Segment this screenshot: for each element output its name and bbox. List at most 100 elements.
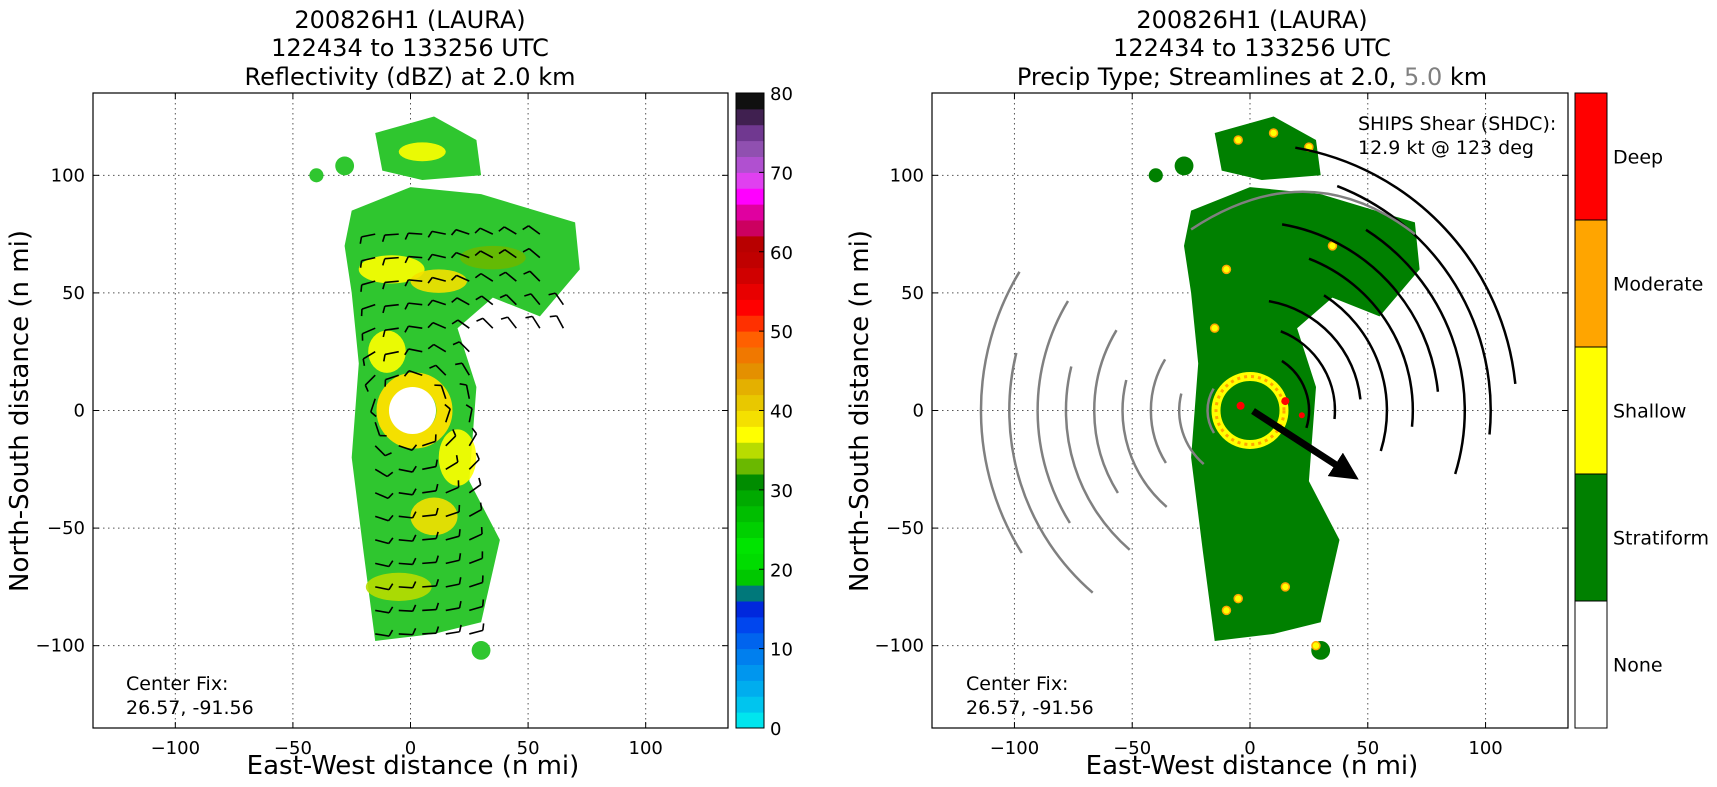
wind-barb [408,302,423,306]
left-ytick-label: −100 [36,636,85,657]
wind-barb [479,227,494,235]
wind-barb-feather [382,329,386,338]
wind-barb [530,293,541,306]
left-ytick-label: 100 [51,165,85,186]
wind-barb [384,280,399,284]
left-center-fix-value: 26.57, -91.56 [126,697,254,719]
wind-barb-feather [404,279,410,287]
colorbar-swatch [736,124,764,142]
wind-barb-feather [411,444,418,451]
wind-barb-feather [435,555,440,563]
right-ytick-label: −50 [886,518,924,539]
right-ytick-label: 50 [901,283,924,304]
wind-barb-feather [476,317,484,322]
colorbar-swatch [736,537,764,554]
wind-barb [361,303,376,310]
colorbar-swatch [736,585,764,602]
right-echo-region [1214,116,1321,180]
colorbar-swatch [736,505,764,523]
streamline-5km [1008,352,1094,594]
wind-barb [482,317,494,329]
wind-barb [455,251,470,259]
streamline-2km [1268,299,1362,400]
wind-barb [374,515,389,522]
wind-barb-feather [411,534,417,542]
left-echo-cell [309,168,324,183]
reflectivity-colorbar: 0 10 20 30 40 50 60 70 80 [735,84,793,740]
wind-barb [408,279,423,282]
colorbar-swatch [736,156,764,173]
streamline-2km [1365,228,1466,475]
precip-colorbar-label: Shallow [1613,401,1686,423]
wind-barb-feather [427,254,433,261]
colorbar-swatch [736,251,764,269]
colorbar-swatch [736,458,764,475]
left-echo-region [344,187,580,641]
colorbar-swatch [736,553,764,570]
wind-barb-feather [450,274,458,281]
wind-barb [362,327,376,335]
wind-barb-feather [481,599,485,607]
colorbar-swatch [736,362,764,380]
wind-barb [375,609,390,614]
wind-barb-feather [458,577,462,585]
wind-barb-feather [498,248,506,255]
right-precip-type-field [1148,116,1420,660]
wind-barb-feather [523,270,531,275]
wind-barb-feather [359,236,363,244]
colorbar-swatch [736,172,764,189]
streamline-2km [1323,294,1389,452]
left-reflectivity-core [410,269,467,293]
wind-barb-feather [387,492,394,499]
colorbar-swatch [736,616,764,634]
precip-colorbar-segment [1574,92,1608,221]
wind-barb-feather [474,250,482,257]
wind-barb [385,374,399,381]
left-xtick-label: 0 [405,738,416,759]
left-echo-cell [471,640,491,660]
wind-barb [457,319,470,329]
shear-label: SHIPS Shear (SHDC): [1358,113,1556,135]
colorbar-swatch [736,315,764,332]
left-ylabel: North-South distance (n mi) [5,230,35,592]
wind-barb [528,247,541,259]
wind-barb-feather [499,271,506,277]
wind-barb-feather [549,315,557,318]
wind-barb [374,422,381,436]
wind-barb [398,586,413,589]
right-shallow-cell [1233,135,1243,145]
wind-barb-feather [524,293,532,297]
wind-barb [384,256,399,260]
wind-barb-feather [478,477,482,485]
right-streamlines [979,146,1517,594]
shear-vector-arrow [1251,408,1359,480]
wind-barb-feather [411,627,417,635]
wind-barb-feather [427,299,434,307]
wind-barb-feather [525,315,533,319]
right-title-part-c: km [1450,63,1487,91]
wind-barb [528,225,541,235]
wind-barb-feather [458,553,462,561]
wind-barb [469,557,483,565]
wind-barb-feather [411,604,417,612]
wind-barb [422,490,437,494]
wind-barb [431,230,446,235]
wind-barb-feather [499,294,507,299]
left-center-fix-label: Center Fix: [126,673,228,695]
right-center-fix-label: Center Fix: [966,673,1068,695]
wind-barb-feather [482,623,485,631]
wind-barb [507,316,517,329]
wind-barb-feather [451,319,459,325]
wind-barb [554,292,565,306]
colorbar-swatch [736,489,764,507]
left-eyewall [376,372,453,449]
wind-barb [422,561,437,565]
left-xtick-label: 100 [629,738,663,759]
left-xtick-label: 50 [517,738,540,759]
wind-barb-feather [404,232,410,240]
wind-barb [362,351,376,360]
wind-barb-feather [435,579,440,587]
colorbar-swatch [736,474,764,491]
wind-barb [469,629,484,635]
